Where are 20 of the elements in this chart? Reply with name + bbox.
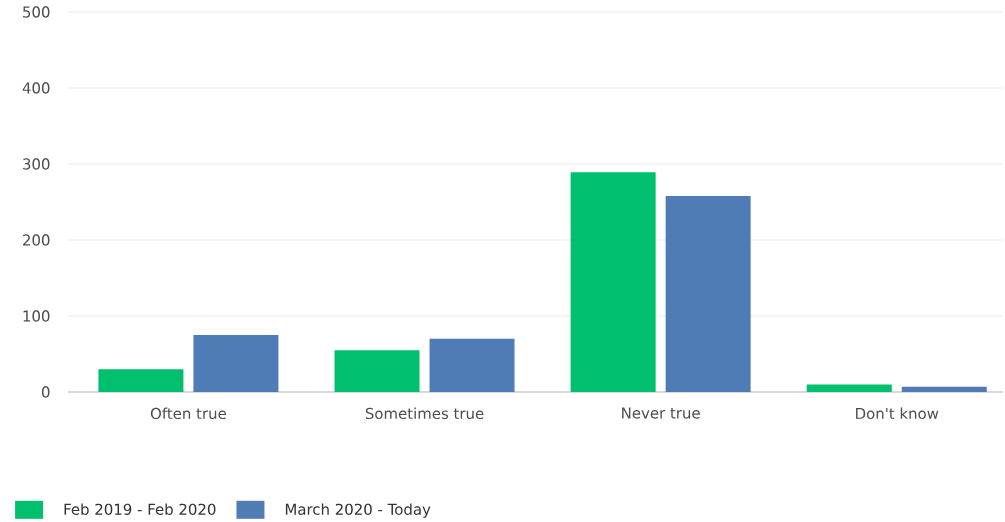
y-tick-label: 0 (41, 386, 50, 398)
legend-label: Feb 2019 - Feb 2020 (64, 503, 216, 515)
x-tick-label: Often true (150, 407, 226, 420)
bar (901, 386, 987, 392)
bar (665, 195, 751, 392)
y-tick-label: 300 (23, 158, 50, 170)
y-tick-label: 500 (23, 6, 50, 18)
x-tick-label: Sometimes true (365, 407, 484, 420)
x-tick-label: Don't know (856, 407, 939, 420)
bar (429, 338, 515, 392)
y-tick-label: 400 (22, 82, 50, 94)
bar (98, 369, 184, 392)
bar (193, 335, 279, 392)
legend-label: March 2020 - Today (285, 503, 431, 518)
bar (806, 384, 892, 392)
y-tick-label: 100 (23, 310, 50, 322)
bar (334, 350, 420, 392)
bar (570, 172, 656, 392)
x-tick-label: Never true (622, 407, 700, 419)
y-tick-label: 200 (23, 234, 50, 246)
